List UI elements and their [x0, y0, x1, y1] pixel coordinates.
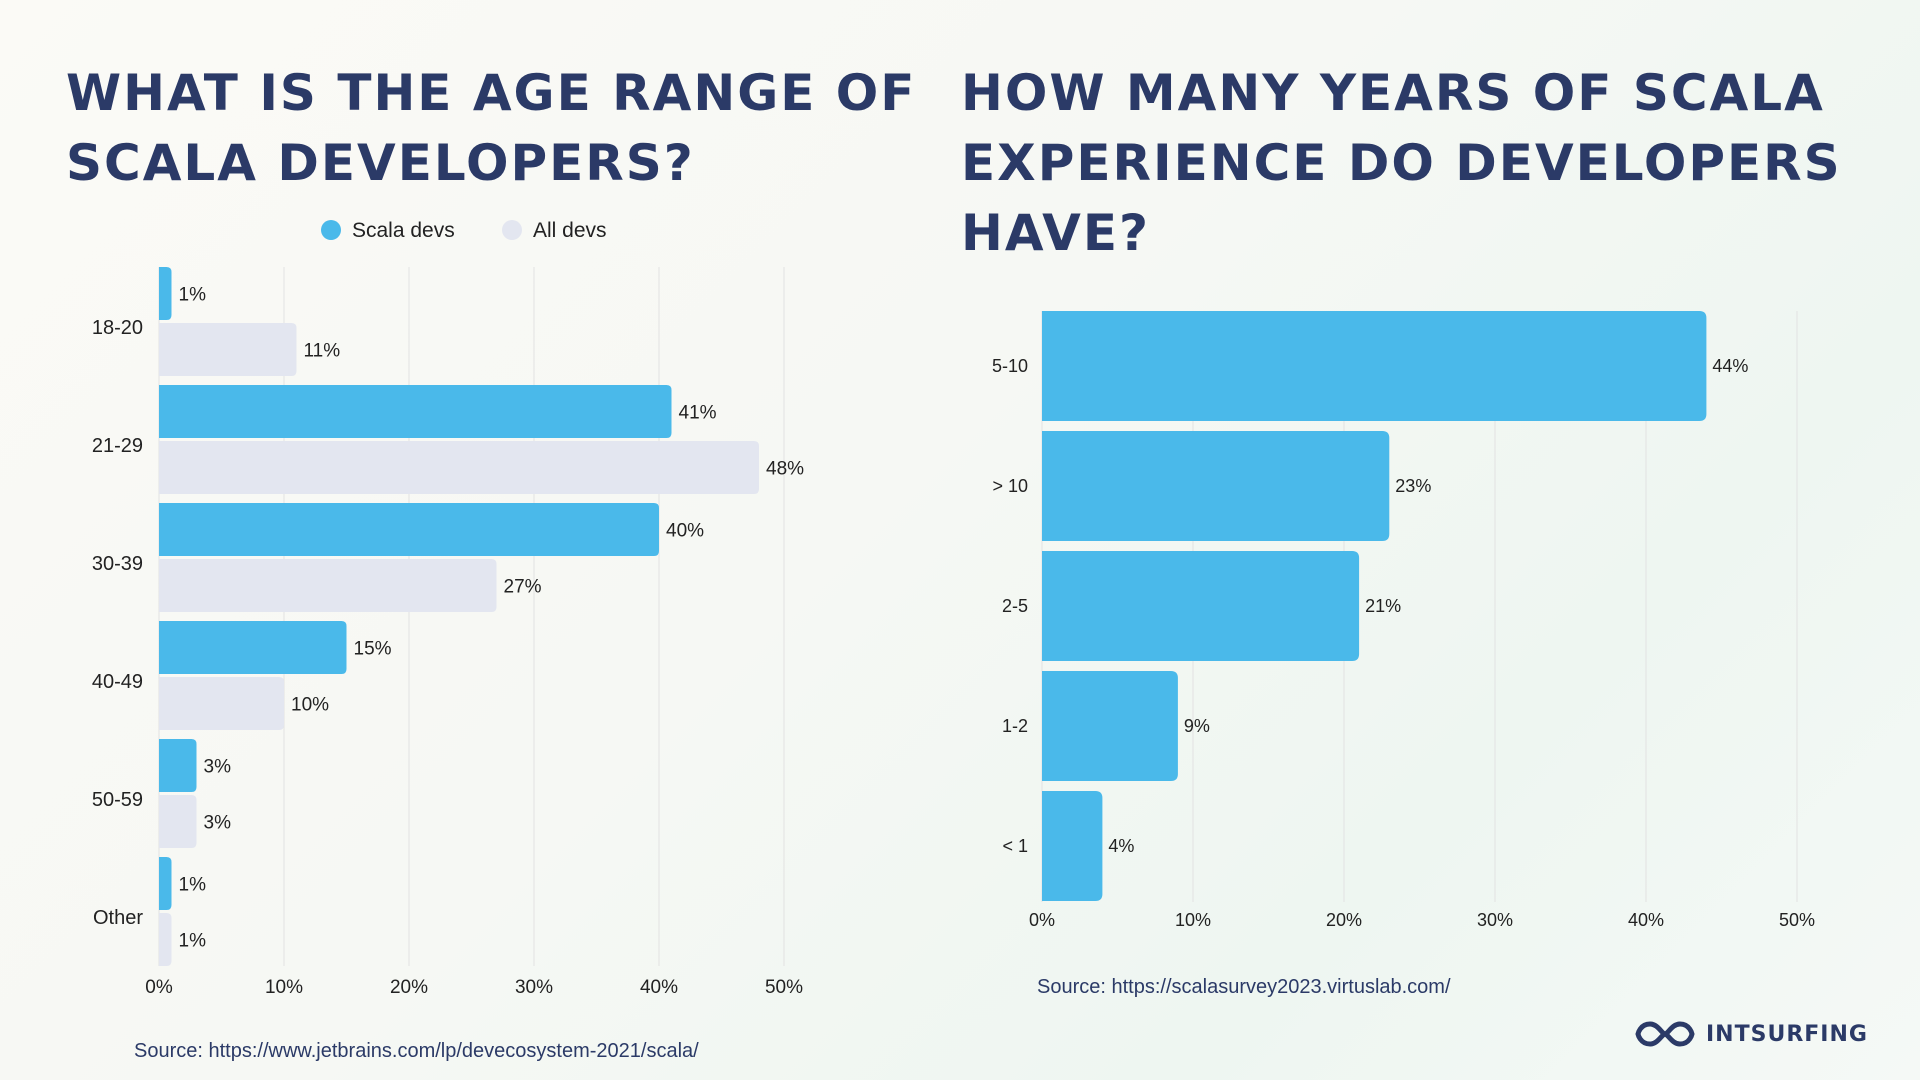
category-label: 2-5: [1002, 596, 1028, 616]
x-tick-label: 10%: [265, 977, 303, 998]
scala-devs-bar: [159, 503, 659, 556]
x-tick-label: 40%: [1628, 910, 1664, 930]
all-devs-bar: [159, 913, 172, 966]
x-tick-label: 30%: [1477, 910, 1513, 930]
category-label: 21-29: [92, 435, 143, 457]
all-devs-bar: [159, 677, 284, 730]
category-label: < 1: [1002, 836, 1028, 856]
all-devs-bar: [159, 441, 759, 494]
data-label: 41%: [679, 403, 717, 424]
age-range-chart: 0% 10% 20% 30% 40% 50% Scala devs All devs 18-20…: [92, 219, 804, 998]
x-tick-label: 0%: [1029, 910, 1055, 930]
x-tick-label: 30%: [515, 977, 553, 998]
intsurfing-logo: INTSURFING: [1634, 1018, 1868, 1050]
category-label: 40-49: [92, 671, 143, 693]
data-label: 15%: [354, 639, 392, 660]
x-tick-label: 50%: [1779, 910, 1815, 930]
data-label: 21%: [1365, 596, 1401, 616]
scala-devs-bar: [159, 857, 172, 910]
experience-bar: [1042, 431, 1390, 541]
category-label: 18-20: [92, 317, 143, 339]
data-label: 3%: [204, 757, 232, 778]
data-label: 27%: [504, 577, 542, 598]
right-source: Source: https://scalasurvey2023.virtusla…: [1037, 976, 1451, 998]
category-label: 1-2: [1002, 716, 1028, 736]
data-label: 23%: [1395, 476, 1431, 496]
infinity-logo-icon: [1635, 1021, 1695, 1047]
scala-devs-bar: [159, 739, 197, 792]
data-label: 48%: [766, 459, 804, 480]
legend-label: All devs: [533, 219, 607, 242]
experience-bar: [1042, 671, 1178, 781]
data-label: 3%: [204, 813, 232, 834]
x-tick-label: 10%: [1175, 910, 1211, 930]
all-devs-bar: [159, 795, 197, 848]
x-tick-label: 50%: [765, 977, 803, 998]
data-label: 40%: [666, 521, 704, 542]
data-label: 44%: [1712, 356, 1748, 376]
x-tick-label: 20%: [390, 977, 428, 998]
data-label: 11%: [304, 341, 341, 362]
right-chart-title: How many years of Scala experience do de…: [961, 64, 1842, 262]
all-devs-bar: [159, 559, 497, 612]
x-tick-label: 0%: [145, 977, 173, 998]
x-tick-label: 20%: [1326, 910, 1362, 930]
scala-devs-bar: [159, 267, 172, 320]
data-label: 1%: [179, 931, 207, 952]
data-label: 1%: [179, 875, 207, 896]
scala-devs-bar: [159, 621, 347, 674]
experience-bar: [1042, 311, 1707, 421]
left-chart-title: What is the age range of Scala developer…: [66, 64, 917, 192]
legend-label: Scala devs: [352, 219, 455, 242]
category-label: Other: [93, 907, 143, 929]
experience-bar: [1042, 551, 1360, 661]
category-label: > 10: [992, 476, 1028, 496]
data-label: 1%: [179, 285, 207, 306]
data-label: 9%: [1184, 716, 1210, 736]
category-label: 30-39: [92, 553, 143, 575]
data-label: 4%: [1108, 836, 1134, 856]
scala-devs-bar: [159, 385, 672, 438]
left-source: Source: https://www.jetbrains.com/lp/dev…: [134, 1040, 699, 1062]
experience-bar: [1042, 791, 1103, 901]
category-label: 5-10: [992, 356, 1028, 376]
logo-text: INTSURFING: [1706, 1021, 1868, 1047]
data-label: 10%: [291, 695, 329, 716]
legend-marker: [321, 220, 341, 240]
all-devs-bar: [159, 323, 297, 376]
category-label: 50-59: [92, 789, 143, 811]
x-tick-label: 40%: [640, 977, 678, 998]
legend-marker: [502, 220, 522, 240]
